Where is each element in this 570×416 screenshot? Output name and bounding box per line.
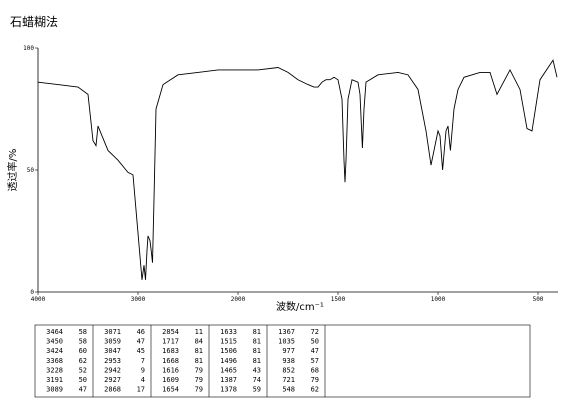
table-wavenumber: 2868 xyxy=(104,386,121,394)
table-wavenumber: 2953 xyxy=(104,357,121,365)
table-transmittance: 81 xyxy=(195,357,203,365)
table-transmittance: 43 xyxy=(253,366,261,374)
table-wavenumber: 3368 xyxy=(46,357,63,365)
table-transmittance: 81 xyxy=(253,357,261,365)
table-transmittance: 79 xyxy=(195,376,203,384)
table-transmittance: 81 xyxy=(253,338,261,346)
table-transmittance: 81 xyxy=(195,347,203,355)
table-transmittance: 74 xyxy=(253,376,261,384)
chart-title: 石蜡糊法 xyxy=(10,14,58,29)
table-wavenumber: 2927 xyxy=(104,376,121,384)
table-transmittance: 59 xyxy=(253,386,261,394)
table-wavenumber: 1387 xyxy=(220,376,237,384)
table-wavenumber: 1378 xyxy=(220,386,237,394)
spectrum-line xyxy=(37,59,558,280)
x-tick-label: 2000 xyxy=(231,296,246,303)
table-transmittance: 57 xyxy=(311,357,319,365)
table-wavenumber: 3089 xyxy=(46,386,63,394)
table-transmittance: 17 xyxy=(137,386,145,394)
table-transmittance: 72 xyxy=(311,328,319,336)
table-transmittance: 60 xyxy=(79,347,87,355)
table-transmittance: 45 xyxy=(137,347,145,355)
x-tick-label: 500 xyxy=(533,296,544,303)
table-wavenumber: 1616 xyxy=(162,366,179,374)
table-transmittance: 47 xyxy=(79,386,87,394)
table-wavenumber: 3059 xyxy=(104,338,121,346)
table-transmittance: 50 xyxy=(311,338,319,346)
table-wavenumber: 1654 xyxy=(162,386,179,394)
table-transmittance: 68 xyxy=(311,366,319,374)
table-wavenumber: 721 xyxy=(282,376,295,384)
table-border xyxy=(34,324,531,398)
x-tick-label: 1500 xyxy=(331,296,346,303)
table-wavenumber: 3071 xyxy=(104,328,121,336)
table-wavenumber: 852 xyxy=(282,366,295,374)
table-wavenumber: 1506 xyxy=(220,347,237,355)
table-wavenumber: 938 xyxy=(282,357,295,365)
table-wavenumber: 1633 xyxy=(220,328,237,336)
y-tick-label: 50 xyxy=(27,167,35,174)
table-wavenumber: 2942 xyxy=(104,366,121,374)
table-transmittance: 62 xyxy=(311,386,319,394)
table-transmittance: 11 xyxy=(195,328,203,336)
table-transmittance: 84 xyxy=(195,338,203,346)
y-axis-label: 透过率/% xyxy=(6,149,19,192)
table-wavenumber: 1668 xyxy=(162,357,179,365)
table-wavenumber: 3228 xyxy=(46,366,63,374)
table-wavenumber: 1609 xyxy=(162,376,179,384)
table-transmittance: 7 xyxy=(141,357,145,365)
table-transmittance: 79 xyxy=(195,386,203,394)
table-wavenumber: 3047 xyxy=(104,347,121,355)
x-axis-label: 波数/cm⁻¹ xyxy=(276,300,324,313)
table-wavenumber: 1717 xyxy=(162,338,179,346)
table-transmittance: 50 xyxy=(79,376,87,384)
table-wavenumber: 3424 xyxy=(46,347,63,355)
table-transmittance: 47 xyxy=(311,347,319,355)
y-tick-label: 0 xyxy=(30,289,34,296)
peak-table: 3464 58 3450 58 3424 60 3368 62 3228 52 3191 50 3089… xyxy=(34,324,531,398)
table-transmittance: 46 xyxy=(137,328,145,336)
table-transmittance: 52 xyxy=(79,366,87,374)
table-wavenumber: 2854 xyxy=(162,328,179,336)
table-wavenumber: 1367 xyxy=(278,328,295,336)
x-tick-label: 1000 xyxy=(431,296,446,303)
table-wavenumber: 1035 xyxy=(278,338,295,346)
table-wavenumber: 1496 xyxy=(220,357,237,365)
y-tick-label: 100 xyxy=(23,45,34,52)
table-wavenumber: 3191 xyxy=(46,376,63,384)
table-transmittance: 47 xyxy=(137,338,145,346)
table-transmittance: 9 xyxy=(141,366,145,374)
table-transmittance: 58 xyxy=(79,328,87,336)
x-tick-label: 3000 xyxy=(131,296,146,303)
table-transmittance: 79 xyxy=(195,366,203,374)
table-wavenumber: 3450 xyxy=(46,338,63,346)
table-wavenumber: 548 xyxy=(282,386,295,394)
table-wavenumber: 3464 xyxy=(46,328,63,336)
x-tick-label: 4000 xyxy=(31,296,46,303)
table-wavenumber: 1683 xyxy=(162,347,179,355)
table-wavenumber: 1515 xyxy=(220,338,237,346)
table-transmittance: 79 xyxy=(311,376,319,384)
table-wavenumber: 1465 xyxy=(220,366,237,374)
table-transmittance: 4 xyxy=(141,376,145,384)
table-transmittance: 58 xyxy=(79,338,87,346)
table-wavenumber: 977 xyxy=(282,347,295,355)
table-transmittance: 81 xyxy=(253,328,261,336)
table-transmittance: 81 xyxy=(253,347,261,355)
table-transmittance: 62 xyxy=(79,357,87,365)
